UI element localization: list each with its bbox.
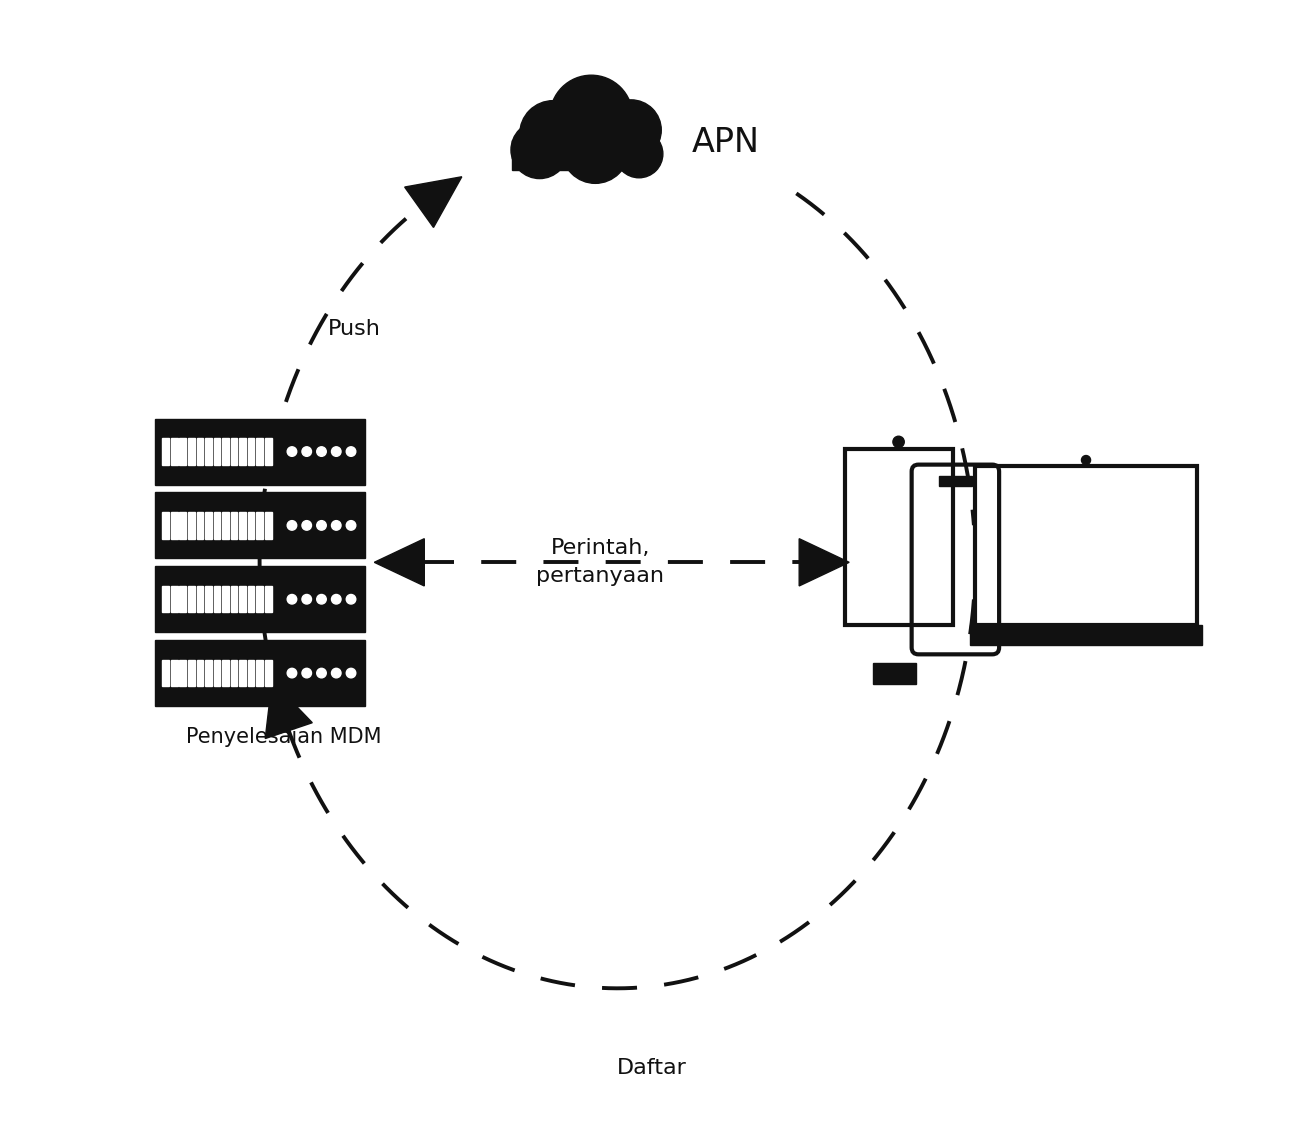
Circle shape [893,436,904,448]
Bar [265,586,271,612]
Bar [222,586,229,612]
Circle shape [562,117,628,183]
Bar [512,140,655,170]
Bar [155,641,365,707]
Bar [197,586,203,612]
Bar [231,512,237,538]
Text: Push: Push [328,319,380,340]
Bar [188,660,195,686]
Bar [214,586,220,612]
Polygon shape [374,538,425,586]
Bar [197,512,203,538]
Bar [171,660,177,686]
Circle shape [302,446,311,457]
Bar [257,660,263,686]
Circle shape [302,520,311,531]
Bar [180,586,186,612]
Circle shape [287,446,297,457]
Bar [155,567,365,632]
Bar [197,660,203,686]
Circle shape [511,122,568,178]
Circle shape [287,594,297,604]
Bar [205,586,212,612]
Circle shape [331,446,341,457]
Polygon shape [266,680,313,738]
Bar [265,438,271,465]
Text: Penyelesaian MDM: Penyelesaian MDM [186,727,382,747]
Bar [248,512,254,538]
Bar [240,512,246,538]
Bar [257,438,263,465]
Bar [155,493,365,559]
Bar [205,438,212,465]
Text: Daftar: Daftar [616,1058,687,1078]
Bar [222,438,229,465]
Bar [180,660,186,686]
Bar [257,586,263,612]
Circle shape [287,520,297,531]
Bar [975,466,1196,625]
Circle shape [615,131,663,178]
Circle shape [520,101,586,167]
Circle shape [317,594,326,604]
Bar [240,438,246,465]
Bar [171,512,177,538]
Text: Perintah,
pertanyaan: Perintah, pertanyaan [537,538,665,586]
Bar [214,438,220,465]
Circle shape [347,446,356,457]
Bar [163,660,169,686]
Circle shape [331,668,341,678]
Circle shape [302,668,311,678]
Bar [248,586,254,612]
Circle shape [331,520,341,531]
Bar [844,449,952,625]
Circle shape [302,594,311,604]
Bar [231,586,237,612]
Circle shape [601,100,661,160]
Bar [969,625,1203,645]
Bar [214,660,220,686]
Bar [205,660,212,686]
Bar [265,660,271,686]
Circle shape [317,520,326,531]
Bar [214,512,220,538]
Bar [163,512,169,538]
Bar [163,438,169,465]
Circle shape [347,520,356,531]
Bar [240,586,246,612]
Bar [248,438,254,465]
Circle shape [317,668,326,678]
Bar [188,438,195,465]
Bar [155,419,365,485]
Bar [873,663,916,684]
Circle shape [317,446,326,457]
Bar [171,586,177,612]
Text: APN: APN [692,125,760,159]
Circle shape [347,668,356,678]
Circle shape [550,75,633,158]
Bar [163,586,169,612]
Polygon shape [799,538,850,586]
Bar [265,512,271,538]
Bar [248,660,254,686]
Bar [257,512,263,538]
Bar [222,512,229,538]
Circle shape [287,668,297,678]
Bar [240,660,246,686]
Bar [938,476,972,486]
Bar [188,512,195,538]
Circle shape [347,594,356,604]
Bar [231,438,237,465]
Bar [180,438,186,465]
Polygon shape [405,177,461,227]
Bar [231,660,237,686]
Bar [171,438,177,465]
Circle shape [1081,456,1091,465]
Bar [188,586,195,612]
Bar [205,512,212,538]
Bar [197,438,203,465]
Circle shape [331,594,341,604]
Bar [180,512,186,538]
Bar [222,660,229,686]
